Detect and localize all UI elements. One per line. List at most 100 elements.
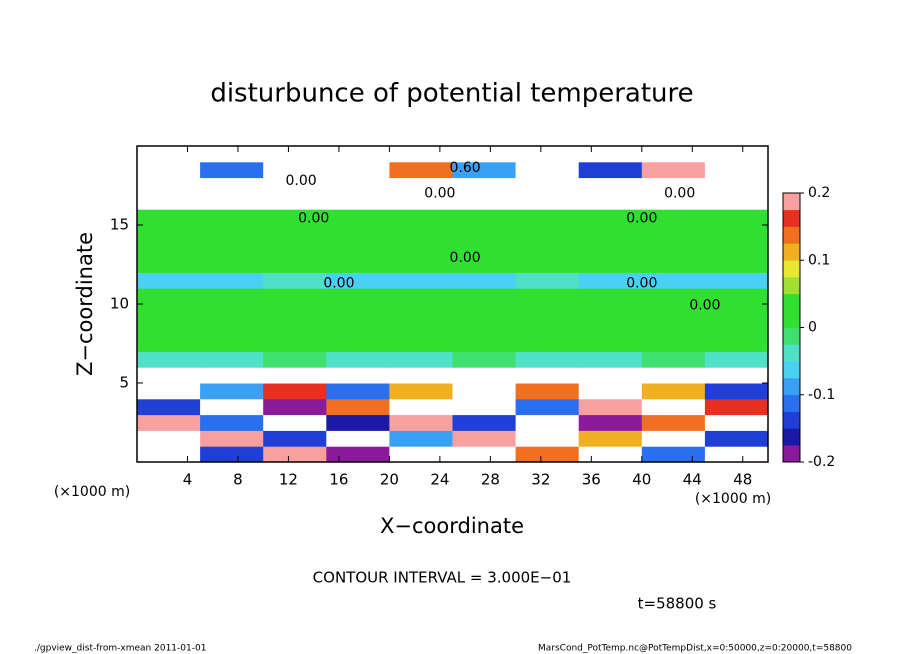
field-cell bbox=[452, 398, 517, 416]
field-cell bbox=[515, 319, 580, 337]
field-cell bbox=[515, 430, 580, 447]
field-cell bbox=[389, 383, 453, 400]
field-cell bbox=[515, 240, 580, 258]
field-cell bbox=[137, 319, 201, 337]
chart-title: disturbunce of potential temperature bbox=[210, 79, 693, 109]
field-cell bbox=[137, 304, 201, 321]
field-cell bbox=[137, 225, 201, 242]
field-cell bbox=[452, 177, 517, 194]
field-cell bbox=[578, 193, 643, 210]
time-label: t=58800 s bbox=[638, 595, 717, 613]
field-cell bbox=[200, 367, 264, 384]
field-cell bbox=[263, 319, 327, 337]
field-cell bbox=[578, 304, 643, 321]
colorbar-swatch bbox=[783, 394, 800, 412]
field-cell bbox=[641, 319, 706, 337]
y-tick-label: 15 bbox=[110, 216, 129, 234]
y-axis-label: Z−coordinate bbox=[73, 232, 97, 376]
field-cell bbox=[578, 430, 643, 447]
field-cell bbox=[389, 367, 453, 384]
field-cell bbox=[515, 304, 580, 321]
footer-right: MarsCond_PotTemp.nc@PotTempDist,x=0:5000… bbox=[538, 644, 852, 654]
x-tick-label: 8 bbox=[233, 471, 243, 489]
field-cell bbox=[389, 446, 453, 463]
field-cell bbox=[704, 272, 769, 289]
field-cell bbox=[200, 351, 264, 368]
field-cell bbox=[452, 225, 517, 242]
field-cell bbox=[578, 209, 643, 226]
field-cell bbox=[578, 146, 643, 163]
x-tick-label: 28 bbox=[481, 471, 500, 489]
x-axis-label: X−coordinate bbox=[380, 514, 524, 538]
field-cell bbox=[389, 335, 453, 352]
field-cell bbox=[641, 177, 706, 194]
y-unit: (×1000 m) bbox=[54, 484, 130, 500]
field-cell bbox=[263, 335, 327, 352]
colorbar-swatch bbox=[783, 226, 800, 244]
field-cell bbox=[263, 383, 327, 400]
field-cell bbox=[515, 209, 580, 226]
field-cell bbox=[389, 430, 453, 447]
field-cell bbox=[200, 193, 264, 210]
field-cell bbox=[389, 319, 453, 337]
field-cell bbox=[389, 304, 453, 321]
y-tick-label: 5 bbox=[119, 374, 129, 392]
field-cell bbox=[578, 414, 643, 431]
colorbar-swatch bbox=[783, 411, 800, 429]
field-cell bbox=[326, 414, 390, 431]
contour-label: 0.00 bbox=[450, 250, 481, 266]
field-cell bbox=[641, 304, 706, 321]
field-cell bbox=[578, 272, 643, 289]
field-cell bbox=[263, 414, 327, 431]
colorbar-swatch bbox=[783, 193, 800, 211]
field-cell bbox=[704, 146, 769, 163]
colorbar-swatch bbox=[783, 361, 800, 379]
field-cell bbox=[389, 272, 453, 289]
field-cell bbox=[641, 193, 706, 210]
x-tick-label: 32 bbox=[531, 471, 550, 489]
colorbar-tick-label: 0.1 bbox=[808, 252, 830, 268]
field-cell bbox=[704, 335, 769, 352]
field-cell bbox=[704, 414, 769, 431]
field-cell bbox=[326, 225, 390, 242]
field-cell bbox=[641, 209, 706, 226]
field-cell bbox=[263, 225, 327, 242]
field-cell bbox=[389, 225, 453, 242]
field-cell bbox=[389, 161, 453, 179]
field-cell bbox=[452, 161, 517, 179]
x-tick-label: 4 bbox=[183, 471, 193, 489]
field-cell bbox=[641, 351, 706, 368]
contour-label: 0.00 bbox=[664, 185, 695, 201]
field-cell bbox=[515, 225, 580, 242]
field-cell bbox=[137, 414, 201, 431]
field-cell bbox=[578, 288, 643, 305]
colorbar-swatch bbox=[783, 327, 800, 345]
field-cell bbox=[704, 256, 769, 273]
field-cell bbox=[200, 304, 264, 321]
field-cell bbox=[263, 209, 327, 226]
field-cell bbox=[704, 209, 769, 226]
field-cell bbox=[641, 367, 706, 384]
field-cell bbox=[137, 398, 201, 416]
field-cell bbox=[137, 288, 201, 305]
colorbar-tick-label: 0.2 bbox=[808, 185, 830, 201]
field-cell bbox=[452, 193, 517, 210]
field-cell bbox=[200, 146, 264, 163]
field-cell bbox=[452, 272, 517, 289]
field-cell bbox=[389, 193, 453, 210]
contour-label: 0.60 bbox=[450, 160, 481, 176]
field-cell bbox=[452, 414, 517, 431]
field-cell bbox=[515, 256, 580, 273]
field-cell bbox=[389, 288, 453, 305]
colorbar-swatch bbox=[783, 209, 800, 227]
contour-label: 0.00 bbox=[424, 185, 455, 201]
field-cell bbox=[704, 367, 769, 384]
x-tick-label: 40 bbox=[632, 471, 651, 489]
field-cell bbox=[389, 256, 453, 273]
field-cell bbox=[578, 177, 643, 194]
field-cell bbox=[263, 430, 327, 447]
field-cell bbox=[704, 351, 769, 368]
field-cell bbox=[263, 193, 327, 210]
field-cell bbox=[137, 177, 201, 194]
